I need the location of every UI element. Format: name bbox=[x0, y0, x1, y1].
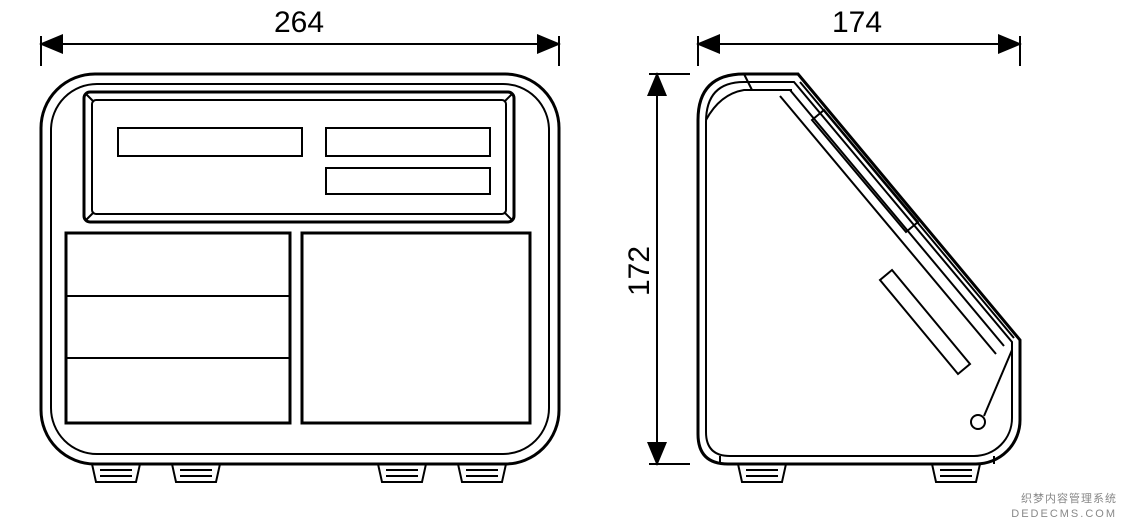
front-view bbox=[41, 74, 559, 482]
side-inner-shell bbox=[706, 82, 1012, 456]
bevel-line-tl bbox=[86, 94, 94, 102]
display-window-left bbox=[118, 128, 302, 156]
side-pivot-circle bbox=[971, 415, 985, 429]
side-outer-shell bbox=[698, 74, 1020, 464]
front-inner-shell bbox=[51, 84, 549, 454]
front-foot-2 bbox=[172, 464, 220, 482]
side-panel-cut-lower bbox=[880, 270, 970, 374]
side-face-line-2 bbox=[790, 90, 1004, 346]
bevel-line-bl bbox=[86, 212, 94, 220]
side-face-line-3 bbox=[780, 96, 996, 354]
side-foot-2 bbox=[932, 464, 980, 482]
bevel-line-br bbox=[504, 212, 512, 220]
watermark-en: DEDECMS.COM bbox=[1011, 508, 1117, 520]
front-foot-1 bbox=[92, 464, 140, 482]
side-feet bbox=[738, 464, 980, 482]
front-foot-3 bbox=[378, 464, 426, 482]
technical-drawing bbox=[0, 0, 1123, 528]
side-view bbox=[698, 74, 1020, 482]
display-window-right-top bbox=[326, 128, 490, 156]
dim-label-172: 172 bbox=[623, 246, 657, 296]
dim-label-264: 264 bbox=[274, 6, 324, 40]
bevel-line-tr bbox=[504, 94, 512, 102]
side-top-ridge bbox=[706, 90, 792, 120]
side-foot-1 bbox=[738, 464, 786, 482]
front-foot-4 bbox=[458, 464, 506, 482]
front-feet bbox=[92, 464, 506, 482]
display-window-right-bottom bbox=[326, 168, 490, 194]
dim-label-174: 174 bbox=[832, 6, 882, 40]
panel-right bbox=[302, 233, 530, 423]
side-panel-cut-upper bbox=[812, 110, 918, 232]
panel-left bbox=[66, 233, 290, 423]
watermark-cn: 织梦内容管理系统 bbox=[1021, 490, 1117, 506]
side-rear-curve-seam bbox=[984, 350, 1012, 416]
